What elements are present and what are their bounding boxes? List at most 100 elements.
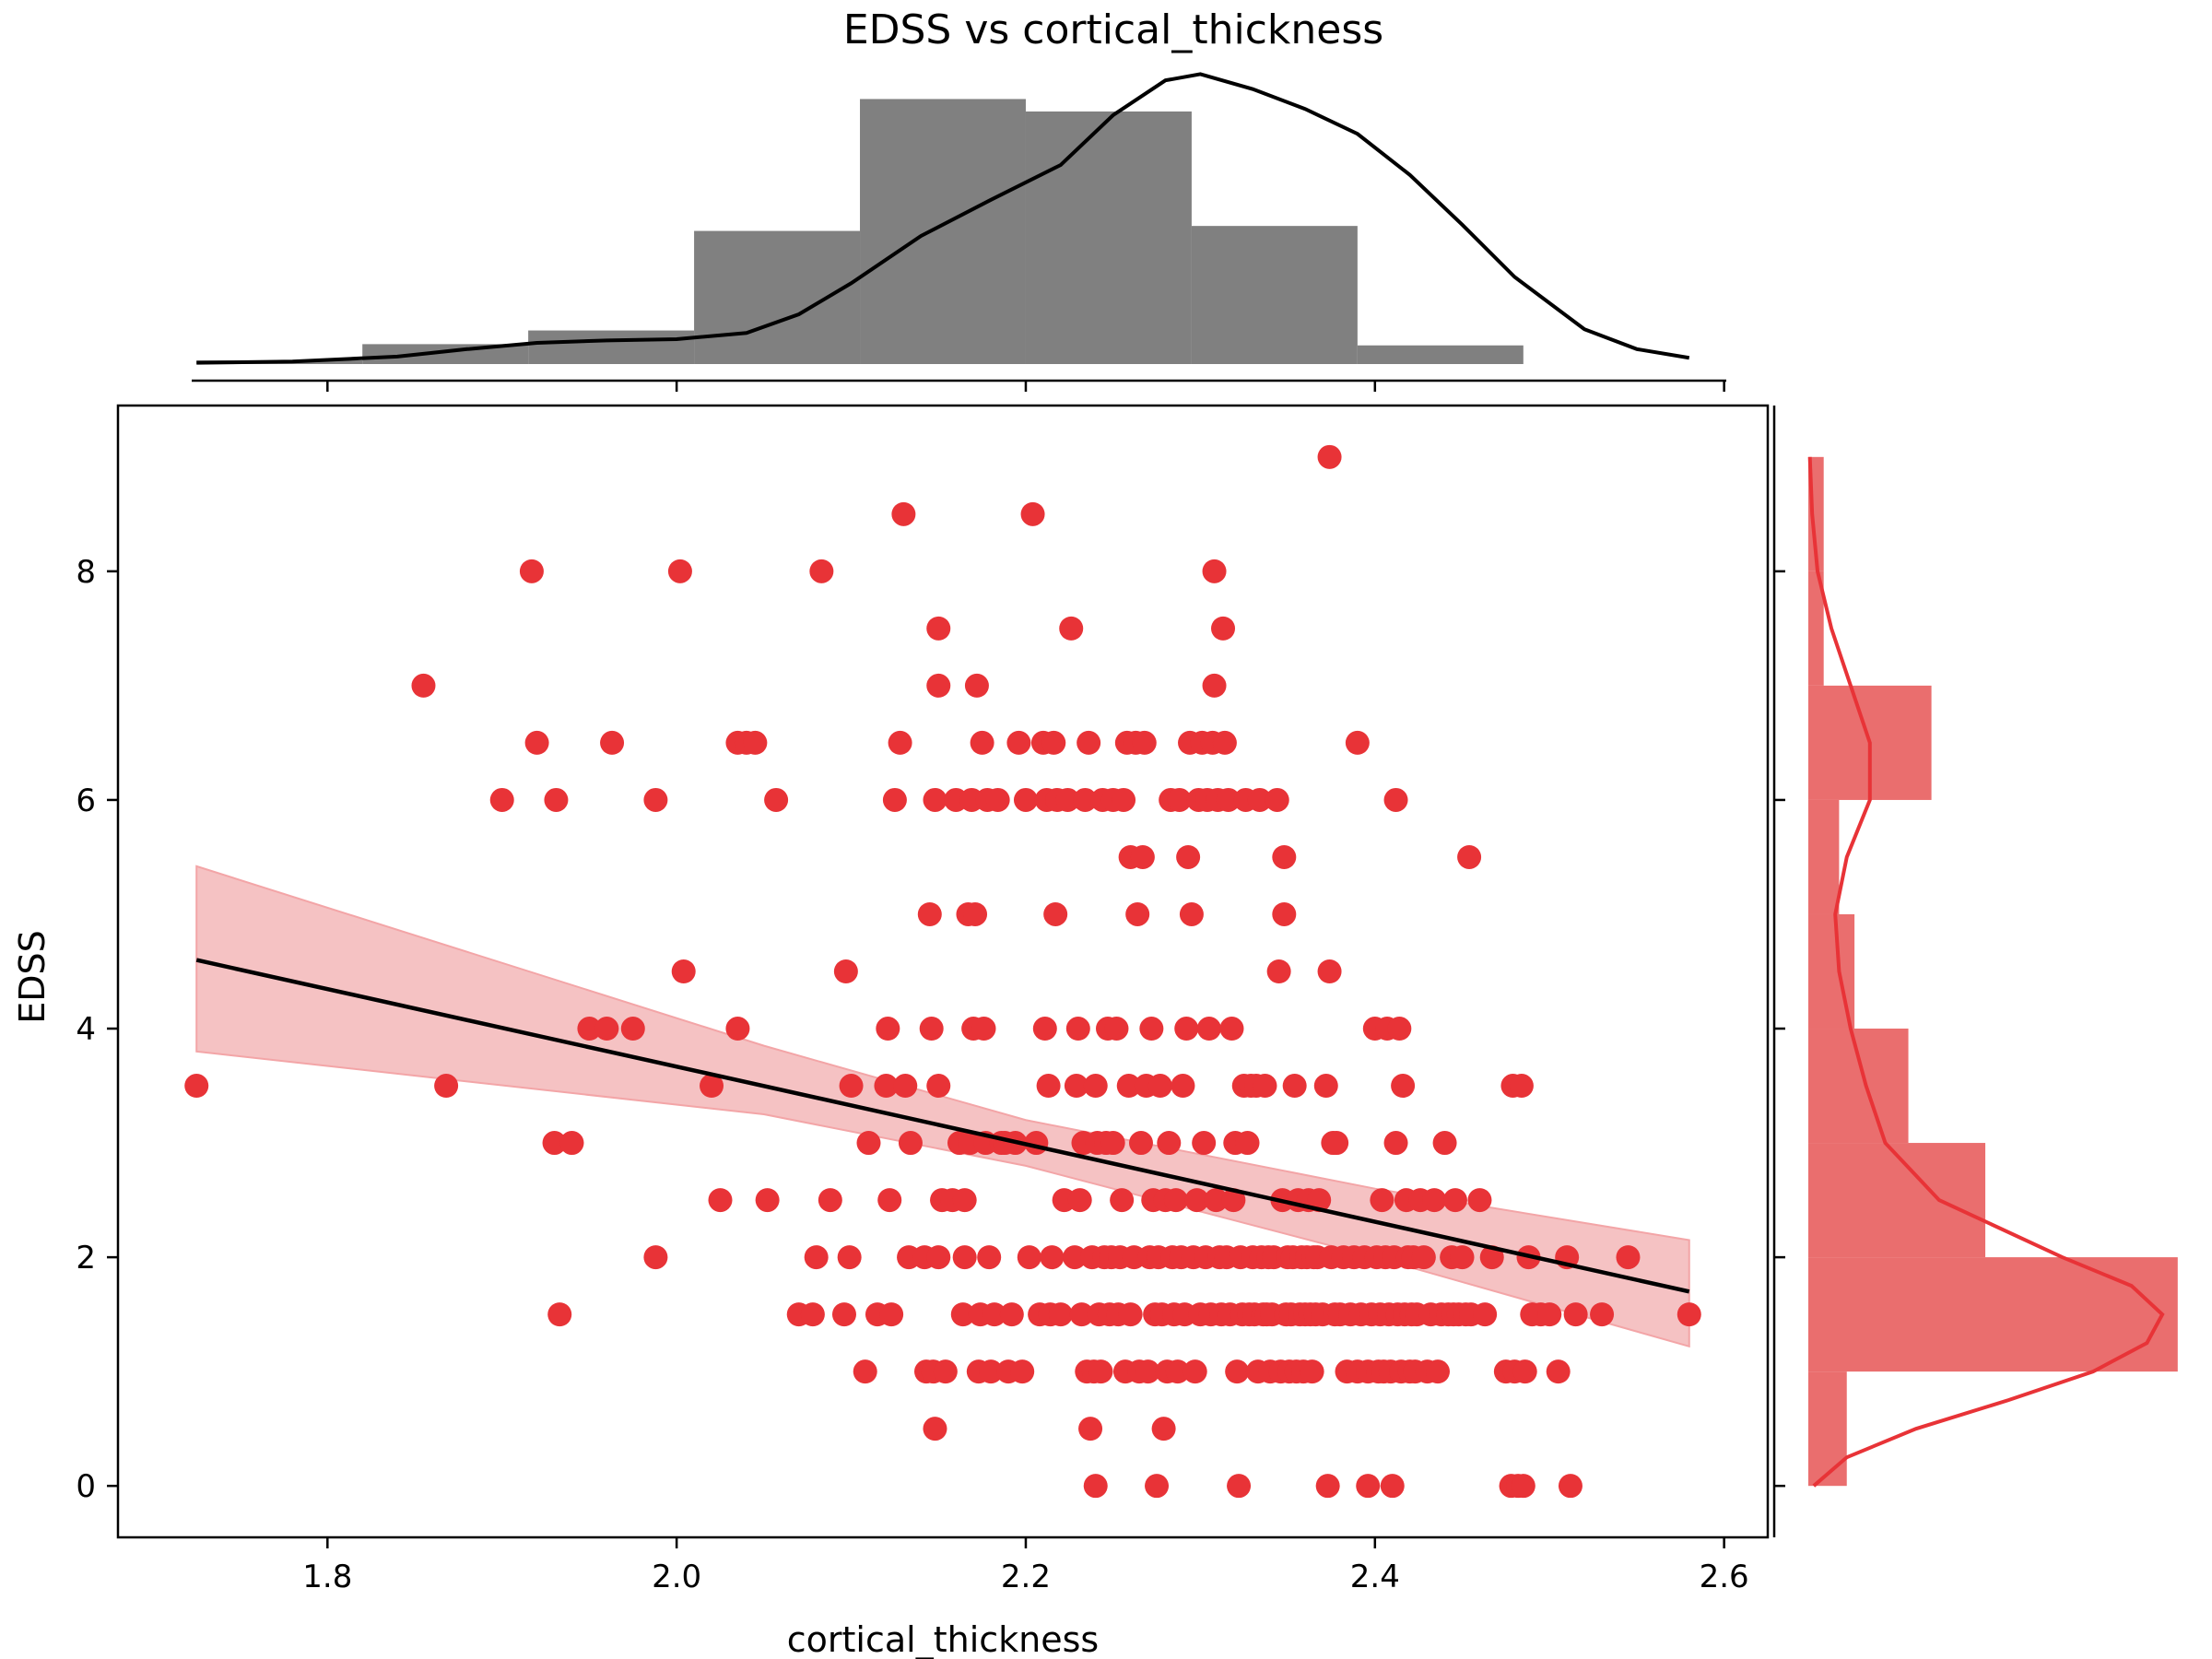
data-point	[1152, 1417, 1176, 1441]
data-point	[853, 1359, 877, 1383]
data-point	[1129, 1131, 1153, 1155]
data-point	[1180, 902, 1204, 926]
data-point	[1356, 1474, 1380, 1498]
data-point	[953, 1188, 977, 1212]
data-point	[1066, 1017, 1090, 1041]
data-point	[877, 1188, 901, 1212]
y-tick-label: 4	[76, 1011, 96, 1048]
data-point	[926, 674, 950, 698]
y-axis-label: EDSS	[12, 930, 53, 1024]
data-point	[1267, 959, 1291, 983]
data-point	[1384, 1131, 1408, 1155]
data-point	[1176, 845, 1200, 869]
data-point	[1213, 731, 1237, 755]
data-point	[1203, 559, 1227, 583]
data-point	[1101, 1131, 1125, 1155]
y-tick-label: 6	[76, 782, 96, 819]
data-point	[1049, 1302, 1073, 1326]
data-point	[621, 1017, 645, 1041]
data-point	[1564, 1302, 1588, 1326]
data-point	[1145, 1474, 1169, 1498]
data-point	[1041, 731, 1065, 755]
data-point	[809, 559, 833, 583]
data-point	[1088, 1359, 1112, 1383]
data-point	[1318, 959, 1342, 983]
data-point	[1110, 1188, 1134, 1212]
data-point	[411, 674, 435, 698]
data-point	[1006, 731, 1030, 755]
data-point	[1037, 1074, 1061, 1098]
data-point	[1387, 1017, 1411, 1041]
data-point	[1547, 1359, 1571, 1383]
x-tick-label: 1.8	[302, 1559, 352, 1595]
data-point	[1433, 1131, 1457, 1155]
data-point	[1422, 1188, 1446, 1212]
data-point	[1467, 1188, 1491, 1212]
data-point	[1077, 731, 1100, 755]
x-tick-label: 2.6	[1700, 1559, 1749, 1595]
data-point	[668, 559, 692, 583]
data-point	[547, 1302, 571, 1326]
y-tick-label: 8	[76, 554, 96, 591]
data-point	[888, 731, 912, 755]
data-point	[643, 1245, 667, 1269]
y-tick-label: 0	[76, 1468, 96, 1505]
data-point	[1227, 1474, 1251, 1498]
x-tick-label: 2.0	[652, 1559, 701, 1595]
x-tick-label: 2.2	[1001, 1559, 1051, 1595]
right-hist-bar	[1808, 1029, 1909, 1143]
data-point	[1265, 788, 1289, 812]
x-tick-label: 2.4	[1350, 1559, 1400, 1595]
data-point	[923, 1417, 947, 1441]
data-point	[1131, 845, 1155, 869]
data-point	[1225, 1359, 1249, 1383]
data-point	[926, 1245, 950, 1269]
data-point	[818, 1188, 842, 1212]
data-point	[891, 502, 915, 526]
data-point	[1112, 788, 1135, 812]
data-point	[1590, 1302, 1614, 1326]
data-point	[1104, 1017, 1128, 1041]
data-point	[672, 959, 696, 983]
data-point	[1084, 1474, 1108, 1498]
y-tick-label: 2	[76, 1240, 96, 1277]
data-point	[834, 959, 858, 983]
data-point	[725, 1017, 749, 1041]
data-point	[1412, 1245, 1436, 1269]
data-point	[1236, 1131, 1260, 1155]
data-point	[1078, 1417, 1102, 1441]
data-point	[1119, 1302, 1143, 1326]
data-point	[1451, 1245, 1475, 1269]
data-point	[1473, 1302, 1497, 1326]
data-point	[1426, 1359, 1450, 1383]
data-point	[1300, 1359, 1324, 1383]
data-point	[594, 1017, 618, 1041]
data-point	[1174, 1017, 1198, 1041]
data-point	[1183, 1359, 1207, 1383]
chart-title: EDSS vs cortical_thickness	[843, 6, 1383, 53]
data-point	[1253, 1074, 1277, 1098]
data-point	[1316, 1474, 1340, 1498]
data-point	[520, 559, 544, 583]
data-point	[899, 1131, 923, 1155]
data-point	[1033, 1017, 1057, 1041]
data-point	[544, 788, 568, 812]
data-point	[1192, 1131, 1216, 1155]
data-point	[876, 1017, 900, 1041]
data-point	[893, 1074, 917, 1098]
data-point	[1457, 845, 1481, 869]
data-point	[1068, 1188, 1092, 1212]
data-point	[600, 731, 624, 755]
data-point	[1346, 731, 1370, 755]
data-point	[756, 1188, 780, 1212]
data-point	[1324, 1131, 1348, 1155]
data-point	[643, 788, 667, 812]
data-point	[1148, 1074, 1172, 1098]
data-point	[1125, 902, 1149, 926]
data-point	[1391, 1074, 1415, 1098]
data-point	[1197, 1017, 1221, 1041]
data-point	[883, 788, 907, 812]
data-point	[184, 1074, 208, 1098]
data-point	[1133, 731, 1157, 755]
data-point	[840, 1074, 864, 1098]
